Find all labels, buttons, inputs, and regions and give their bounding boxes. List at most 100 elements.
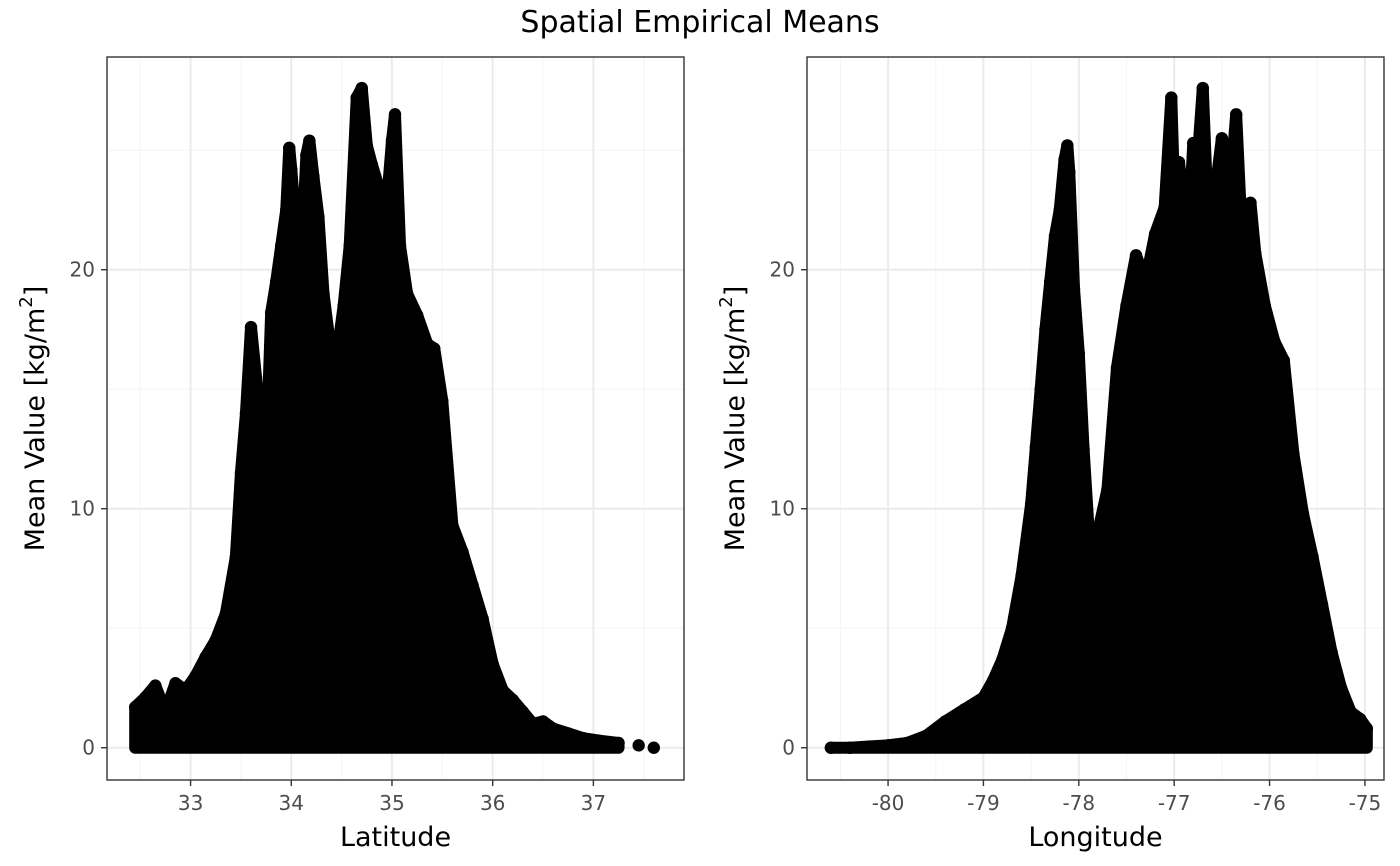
scatter-point [900,736,914,750]
scatter-point [1115,394,1128,408]
x-tick-label: -76 [1253,791,1286,815]
y-tick-label: 0 [82,736,95,760]
scatter-point [920,729,933,742]
scatter-point [380,196,394,209]
scatter-point [323,335,336,348]
x-tick-label: -77 [1158,791,1191,815]
dense-point-cloud [824,82,1373,754]
scatter-point [303,134,316,147]
scatter-point [466,579,479,592]
y-tick-label: 0 [782,736,795,760]
scatter-point [496,684,509,697]
scatter-point [843,741,857,754]
scatter-point [1315,598,1329,611]
scatter-point [229,550,243,563]
scatter-point [1220,667,1233,680]
scatter-point [1061,139,1074,152]
scatter-point [1191,337,1205,351]
scatter-point [1353,712,1367,726]
y-axis-title-sup: 2 [716,296,737,307]
scatter-point [986,674,1000,688]
scatter-point [426,590,439,604]
scatter-point [295,256,308,269]
scatter-point [546,722,560,735]
scatter-point [169,677,182,690]
scatter-point [1029,440,1043,453]
scatter-point [312,210,325,224]
scatter-point [275,239,288,253]
scatter-point [436,394,449,408]
scatter-point [199,650,212,664]
scatter-point [325,426,338,439]
scatter-point [275,598,288,611]
scatter-point [385,134,399,147]
scatter-point [307,170,320,183]
scatter-point [244,320,258,334]
scatter-point [317,287,330,300]
scatter-point [1215,132,1229,145]
y-axis-title-end: ] [720,286,751,297]
scatter-point [1120,299,1133,312]
scatter-point [269,550,283,563]
x-tick-label: 33 [178,791,203,815]
scatter-point [285,163,298,176]
scatter-point [1139,275,1152,288]
scatter-point [393,239,407,253]
scatter-point [1225,167,1238,181]
scatter-point [1058,153,1071,166]
scatter-point [1110,361,1124,374]
scatter-point [1296,507,1310,520]
scatter-point [441,667,454,680]
scatter-point [373,184,387,198]
scatter-point [259,579,273,592]
scatter-point [1334,681,1348,695]
scatter-point [428,342,441,355]
scatter-point [1287,447,1300,460]
scatter-point [1153,466,1167,480]
scatter-point [1158,201,1171,214]
scatter-point [395,552,409,566]
y-axis-title: Mean Value [kg/m2] [16,286,51,552]
scatter-point [1015,569,1028,582]
latitude-panel: 33 34 35 36 37 0 10 20 Latitude Mean Value [kg/m2… [16,56,685,853]
scatter-point [1229,108,1243,121]
scatter-point [365,158,379,171]
scatter-point [1244,196,1257,209]
scatter-point [410,607,424,621]
scatter-point [1165,91,1178,104]
scatter-point [149,679,162,692]
scatter-points [128,81,660,754]
scatter-point [283,141,296,155]
scatter-point [1268,335,1281,348]
scatter-point [506,693,520,707]
scatter-point [337,299,350,312]
scatter-point [1239,600,1252,613]
x-tick-label: 36 [480,791,505,815]
scatter-point [345,586,358,599]
x-tick-label: 35 [379,791,404,815]
scatter-point [1129,249,1143,262]
scatter-point [1210,170,1224,183]
scatter-point [280,203,293,217]
figure-title: Spatial Empirical Means [520,5,879,40]
scatter-point [456,545,469,558]
scatter-point [1196,81,1209,95]
scatter-point [1268,492,1281,506]
scatter-point [249,371,263,384]
scatter-point [1191,148,1205,162]
scatter-point [1253,411,1267,425]
scatter-point [295,447,308,460]
scatter-point [350,91,363,104]
scatter-point [1325,645,1338,659]
scatter-point [179,684,192,697]
x-tick-label: -78 [1062,791,1095,815]
scatter-point [254,421,268,434]
scatter-point [1215,473,1229,487]
scatter-point [128,700,142,714]
scatter-point [1201,203,1214,217]
scatter-point [1306,550,1319,563]
scatter-point [1144,574,1157,587]
y-tick-label: 20 [70,258,95,282]
x-tick-label: -79 [967,791,1000,815]
y-axis-title-sup: 2 [16,296,37,307]
